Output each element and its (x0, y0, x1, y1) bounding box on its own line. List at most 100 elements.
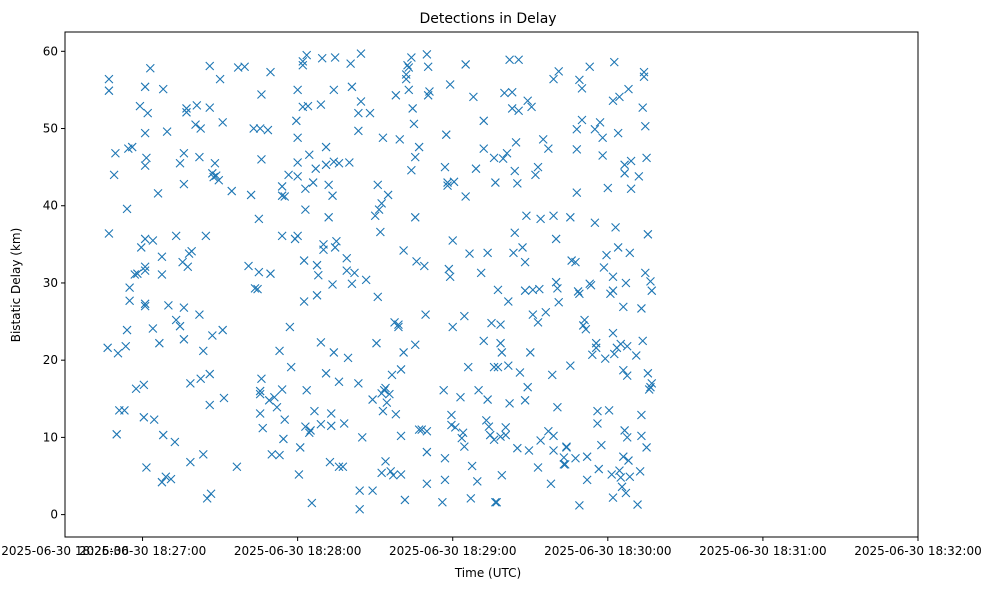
data-point (476, 268, 486, 278)
data-point (621, 488, 631, 498)
data-point (616, 339, 626, 349)
data-point (489, 435, 499, 445)
y-tick: 30 (43, 276, 65, 290)
data-point (422, 50, 432, 59)
data-point (523, 96, 533, 106)
data-point (303, 101, 313, 111)
x-tick-label: 2025-06-30 18:29:00 (389, 544, 516, 558)
data-point (607, 470, 617, 479)
data-point (615, 466, 624, 475)
data-point (551, 234, 561, 244)
data-point (640, 121, 650, 131)
data-point (437, 497, 447, 507)
data-point (334, 462, 344, 472)
data-point (500, 88, 509, 98)
data-point (308, 178, 318, 187)
data-point (125, 283, 135, 292)
data-point (122, 325, 132, 335)
data-point (246, 190, 256, 200)
data-point (538, 134, 548, 144)
data-point (334, 158, 344, 168)
data-point (396, 470, 406, 479)
data-point (113, 348, 123, 358)
data-point (447, 410, 456, 420)
data-point (344, 158, 354, 167)
y-tick-label: 10 (43, 430, 58, 444)
data-point (524, 446, 534, 455)
data-point (317, 53, 327, 63)
data-point (394, 322, 403, 332)
data-point (286, 362, 296, 372)
data-point (353, 126, 363, 136)
data-point (590, 218, 600, 228)
data-point (104, 229, 114, 238)
data-point (459, 311, 469, 321)
data-point (541, 307, 551, 317)
data-point (458, 428, 468, 438)
data-point (616, 473, 626, 482)
data-point (467, 461, 477, 471)
data-point (321, 142, 331, 152)
data-point (404, 85, 414, 95)
x-tick: 2025-06-30 18:31:00 (699, 537, 827, 558)
data-point (298, 56, 308, 66)
data-point (609, 57, 619, 67)
data-point (549, 74, 558, 84)
data-point (391, 90, 401, 100)
data-point (350, 268, 359, 278)
data-point (533, 162, 543, 172)
data-point (595, 117, 605, 127)
data-point (620, 426, 630, 435)
y-tick: 60 (43, 44, 65, 58)
axes-frame (64, 31, 919, 538)
data-point (587, 350, 597, 360)
data-point (549, 211, 558, 221)
data-point (448, 236, 458, 245)
data-point (461, 192, 471, 201)
x-tick-label: 2025-06-30 18:31:00 (699, 544, 826, 558)
data-point (175, 321, 185, 331)
data-point (104, 74, 114, 84)
data-point (198, 346, 208, 356)
data-point (210, 158, 220, 168)
data-point (136, 243, 146, 252)
data-point (577, 115, 587, 125)
data-point (620, 168, 630, 178)
data-point (185, 457, 195, 467)
data-point (512, 443, 522, 453)
data-point (457, 433, 467, 443)
data-point (324, 180, 334, 190)
data-point (357, 433, 367, 442)
data-point (409, 119, 419, 129)
data-point (383, 190, 393, 200)
data-point (255, 386, 265, 396)
data-point (153, 188, 163, 198)
data-point (497, 348, 507, 357)
data-point (596, 440, 606, 450)
data-point (302, 385, 312, 395)
data-point (622, 433, 632, 442)
data-point (531, 170, 540, 180)
data-point (328, 191, 337, 201)
data-point (301, 205, 310, 214)
data-point (171, 315, 181, 325)
data-point (469, 92, 478, 102)
data-point (608, 286, 618, 296)
data-point (140, 234, 150, 244)
data-point (533, 317, 543, 327)
x-tick-label: 2025-06-30 18:26:30 (1, 544, 128, 558)
data-point (325, 457, 335, 467)
data-point (175, 158, 185, 168)
data-point (604, 405, 614, 415)
data-point (533, 463, 543, 472)
data-point (140, 161, 150, 170)
data-point (158, 430, 168, 440)
data-point (140, 301, 150, 311)
data-point (365, 108, 375, 118)
data-point (293, 85, 303, 95)
data-point (378, 406, 388, 416)
data-point (515, 368, 525, 377)
data-point (472, 477, 482, 486)
data-point (299, 256, 309, 265)
